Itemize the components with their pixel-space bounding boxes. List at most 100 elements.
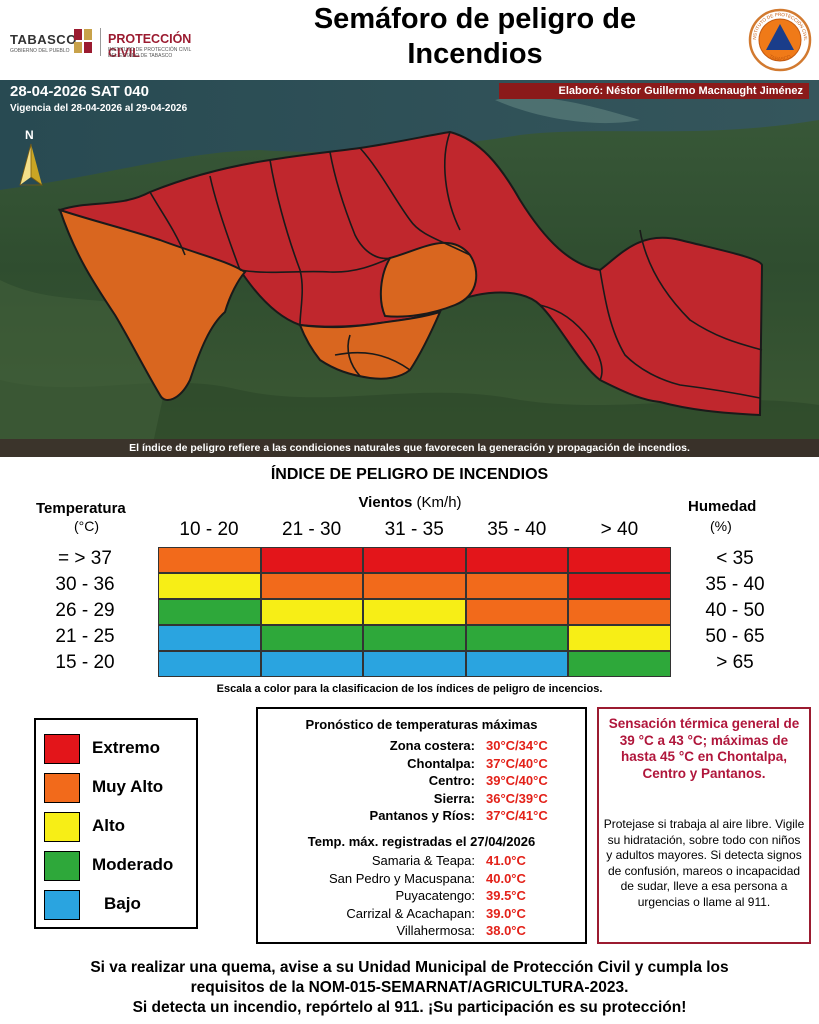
logo-separator <box>100 28 101 56</box>
temperature-row-label: 26 - 29 <box>55 600 115 621</box>
risk-matrix <box>158 547 671 677</box>
map-note: El índice de peligro refiere a las condi… <box>0 439 819 457</box>
humidity-header: Humedad <box>688 498 757 515</box>
legend-swatch-alto <box>44 812 80 842</box>
author-credit: Elaboró: Néstor Guillermo Macnaught Jimé… <box>499 83 809 99</box>
wind-header: Vientos (Km/h) <box>358 494 462 511</box>
matrix-cell-alto <box>363 599 466 625</box>
wind-column-header: 35 - 40 <box>487 519 547 540</box>
matrix-cell-bajo <box>363 651 466 677</box>
matrix-cell-muy-alto <box>363 573 466 599</box>
humidity-row-label: < 35 <box>716 548 754 569</box>
terrain-texture-1 <box>0 380 819 457</box>
zone-label: Chontalpa: <box>407 755 475 771</box>
region-muy-alto-west <box>58 208 247 401</box>
humidity-row-label: 50 - 65 <box>705 626 765 647</box>
state-map <box>0 80 819 457</box>
heat-alert-headline: Sensación térmica general de 39 °C a 43 … <box>608 716 800 781</box>
tabasco-logo-subtext: GOBIERNO DEL PUEBLO <box>10 48 70 54</box>
matrix-cell-muy-alto <box>465 599 569 625</box>
matrix-cell-bajo <box>158 651 261 677</box>
matrix-cell-extremo <box>260 547 364 573</box>
temperature-unit: (°C) <box>74 518 100 534</box>
zone-value: 41.0°C <box>486 853 526 868</box>
forecast-box: Pronóstico de temperaturas máximas Temp.… <box>256 707 587 944</box>
zone-value: 39°C/40°C <box>486 773 548 788</box>
forecast-row: Sierra: 36°C/39°C <box>258 791 585 807</box>
matrix-cell-muy-alto <box>158 547 261 573</box>
forecast-row: Zona costera: 30°C/34°C <box>258 738 585 754</box>
humidity-unit: (%) <box>710 518 732 534</box>
registered-row: Carrizal & Acachapan: 39.0°C <box>258 906 585 922</box>
forecast-row: Chontalpa: 37°C/40°C <box>258 756 585 772</box>
north-label: N <box>25 128 34 142</box>
tabasco-logo-text: TABASCO <box>10 32 77 47</box>
zone-value: 40.0°C <box>486 870 526 886</box>
proteccion-civil-logo-text: PROTECCIÓN CIVIL <box>108 32 192 60</box>
temperature-row-label: 30 - 36 <box>55 574 115 595</box>
zone-value: 37°C/40°C <box>486 755 548 771</box>
humidity-row-label: > 65 <box>716 652 754 673</box>
wind-column-header: 31 - 35 <box>384 519 444 540</box>
matrix-cell-moderado <box>158 599 261 625</box>
validity-period: Vigencia del 28-04-2026 al 29-04-2026 <box>10 103 188 114</box>
humidity-row-label: 40 - 50 <box>705 600 765 621</box>
proteccion-civil-seal-icon: INSTITUTO DE PROTECCIÓN CIVIL TABASCO <box>748 8 812 72</box>
zone-label: Villahermosa: <box>396 923 475 938</box>
matrix-cell-moderado <box>465 625 569 651</box>
municipal-boundaries <box>149 131 763 399</box>
humidity-row-label: 35 - 40 <box>705 574 765 595</box>
forecast-title: Pronóstico de temperaturas máximas <box>305 717 538 732</box>
zone-label: Sierra: <box>433 790 475 806</box>
legend-label-extremo: Extremo <box>92 738 161 757</box>
matrix-cell-muy-alto <box>260 573 364 599</box>
zone-label: Samaria & Teapa: <box>371 853 475 868</box>
matrix-cell-extremo <box>568 573 671 599</box>
zone-value: 39.5°C <box>486 888 526 903</box>
bulletin-date-code: 28-04-2026 SAT 040 <box>10 83 149 100</box>
legend: Extremo Muy Alto Alto Moderado Bajo <box>34 718 198 929</box>
legend-label-moderado: Moderado <box>92 855 174 874</box>
registered-row: Samaria & Teapa: 41.0°C <box>258 853 585 869</box>
heat-alert-box: Sensación térmica general de 39 °C a 43 … <box>597 707 811 944</box>
zone-value: 36°C/39°C <box>486 790 548 806</box>
map-panel: 28-04-2026 SAT 040 Vigencia del 28-04-20… <box>0 80 819 457</box>
temperature-row-label: = > 37 <box>58 548 112 569</box>
legend-label-muy-alto: Muy Alto <box>92 777 164 796</box>
forecast-row: Centro: 39°C/40°C <box>258 773 585 789</box>
legend-swatch-extremo <box>44 734 80 764</box>
logos: TABASCO GOBIERNO DEL PUEBLO PROTECCIÓN C… <box>10 24 225 60</box>
legend-label-alto: Alto <box>92 816 126 835</box>
matrix-cell-bajo <box>465 651 569 677</box>
header: TABASCO GOBIERNO DEL PUEBLO PROTECCIÓN C… <box>0 0 819 80</box>
zone-label: Zona costera: <box>389 738 475 753</box>
matrix-cell-extremo <box>465 547 569 573</box>
matrix-cell-moderado <box>568 651 671 677</box>
page-title: Semáforo de peligro de Incendios <box>313 3 637 70</box>
temperature-header: Temperatura <box>36 500 126 517</box>
zone-value: 30°C/34°C <box>486 738 548 753</box>
matrix-cell-moderado <box>260 625 364 651</box>
temperature-row-label: 15 - 20 <box>55 652 115 673</box>
zone-label: Centro: <box>428 773 475 788</box>
zone-value: 38.0°C <box>486 923 526 938</box>
matrix-cell-moderado <box>363 625 466 651</box>
proteccion-civil-logo-subtext: INSTITUTO DE PROTECCIÓN CIVIL DEL ESTADO … <box>108 47 192 59</box>
forecast-row: Pantanos y Ríos: 37°C/41°C <box>258 808 585 824</box>
zone-label: Pantanos y Ríos: <box>369 808 475 823</box>
matrix-cell-extremo <box>363 547 466 573</box>
matrix-cell-muy-alto <box>568 599 671 625</box>
legend-swatch-bajo <box>44 890 80 920</box>
temperature-row-label: 21 - 25 <box>55 626 115 647</box>
index-title: ÍNDICE DE PELIGRO DE INCENDIOS <box>270 466 549 483</box>
legend-swatch-muy-alto <box>44 773 80 803</box>
gulf-sea <box>0 80 819 190</box>
wind-column-header: 10 - 20 <box>179 519 239 540</box>
matrix-cell-extremo <box>568 547 671 573</box>
zone-label: Carrizal & Acachapan: <box>346 905 475 921</box>
registered-row: Puyacatengo: 39.5°C <box>258 888 585 904</box>
registered-row: San Pedro y Macuspana: 40.0°C <box>258 871 585 887</box>
registered-title: Temp. máx. registradas el 27/04/2026 <box>307 834 536 849</box>
matrix-cell-bajo <box>158 625 261 651</box>
wind-column-header: > 40 <box>600 519 639 540</box>
